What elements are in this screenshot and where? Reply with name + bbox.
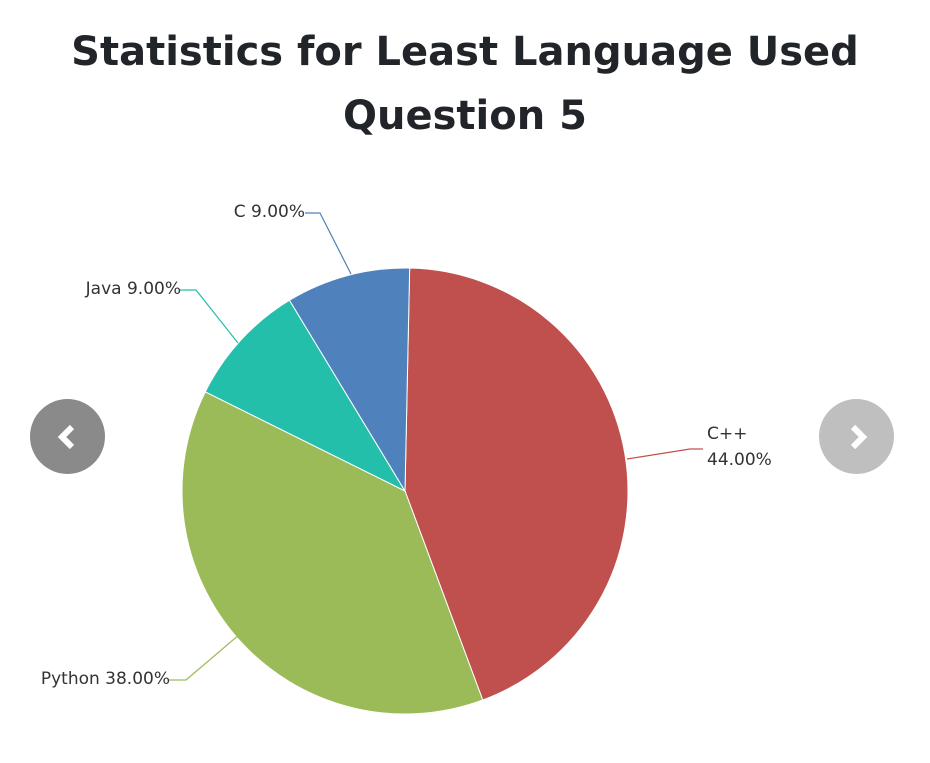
slice-label: Python 38.00% (41, 669, 170, 689)
pie-slice-c[interactable] (288, 267, 411, 493)
chart-title-line-2: Question 5 (343, 93, 587, 139)
chart-title: Statistics for Least Language Used Quest… (0, 20, 930, 148)
carousel-prev-button[interactable] (30, 399, 105, 474)
chart-title-line-1: Statistics for Least Language Used (71, 29, 859, 75)
pie-slice-python[interactable] (181, 391, 484, 715)
pie-slice-java[interactable] (204, 299, 407, 493)
pie-leader-lines (168, 212, 703, 681)
pie-slice-cplusplus[interactable] (404, 267, 629, 701)
chevron-right-icon (850, 424, 867, 449)
leader-line (305, 212, 352, 275)
leader-line (168, 633, 241, 681)
leader-line (180, 289, 239, 344)
slice-label: C++ (707, 424, 747, 444)
leader-line (626, 448, 703, 460)
pie-labels: C++ 44.00% Python 38.00% Java 9.00% C 9.00% (41, 202, 772, 689)
pie-slices (181, 267, 629, 715)
carousel-next-button[interactable] (819, 399, 894, 474)
slice-label: C 9.00% (234, 202, 305, 222)
chevron-left-icon (57, 424, 74, 449)
slice-label: Java 9.00% (85, 279, 181, 299)
slice-value-label: 44.00% (707, 450, 772, 470)
